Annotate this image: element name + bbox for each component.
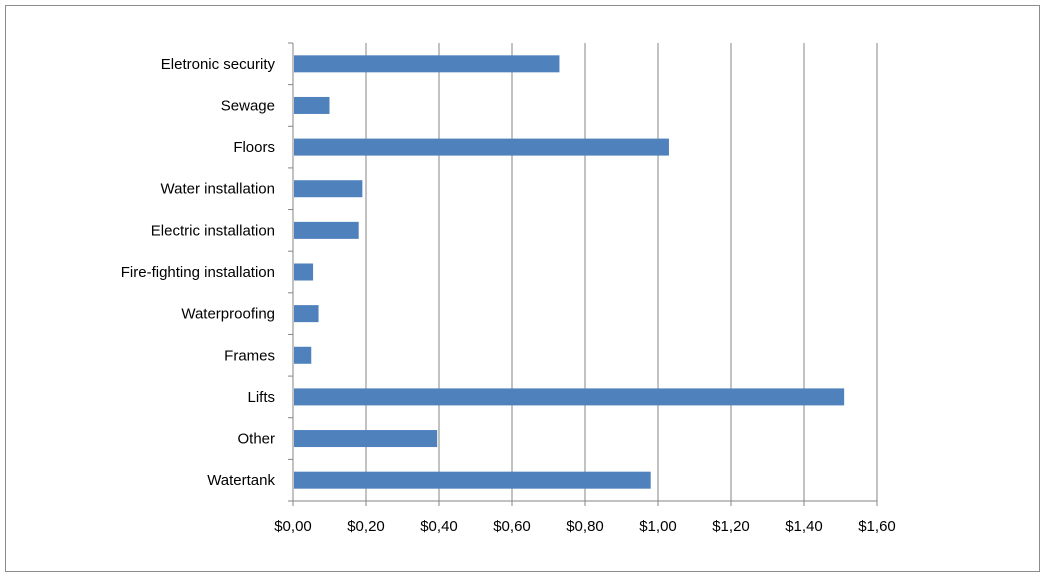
category-label: Watertank — [207, 472, 275, 489]
category-label: Eletronic security — [161, 56, 276, 73]
x-tick-label: $0,40 — [420, 518, 458, 535]
bar — [294, 305, 319, 323]
bar — [294, 55, 560, 73]
x-tick-label: $0,20 — [347, 518, 385, 535]
x-tick-label: $1,60 — [858, 518, 896, 535]
x-tick-label: $1,40 — [785, 518, 823, 535]
chart-area: Eletronic security Sewage Floors Water inst… — [5, 5, 1040, 572]
category-labels: Eletronic security Sewage Floors Water inst… — [121, 56, 276, 489]
x-tick-label: $0,80 — [566, 518, 604, 535]
x-tick-labels: $0,00 $0,20 $0,40 $0,60 $0,80 $1,00 $1,20 $1,40… — [274, 518, 896, 535]
bar — [294, 346, 312, 364]
bar — [294, 388, 845, 406]
bar — [294, 430, 438, 448]
bars — [294, 55, 845, 489]
bar — [294, 96, 330, 114]
category-label: Water installation — [161, 181, 276, 198]
x-tick-label: $0,60 — [493, 518, 531, 535]
category-label: Other — [237, 431, 275, 448]
bar — [294, 263, 314, 281]
bar-chart: Eletronic security Sewage Floors Water inst… — [121, 42, 896, 535]
category-label: Electric installation — [151, 222, 275, 239]
x-tick-label: $1,00 — [639, 518, 677, 535]
bar — [294, 221, 359, 239]
x-tick-label: $0,00 — [274, 518, 312, 535]
category-label: Floors — [233, 139, 275, 156]
category-label: Lifts — [247, 389, 275, 406]
category-label: Waterproofing — [181, 306, 275, 323]
bar — [294, 138, 669, 156]
bar — [294, 180, 363, 198]
x-tick-label: $1,20 — [712, 518, 750, 535]
axes — [288, 42, 878, 506]
bar — [294, 471, 651, 489]
category-label: Sewage — [221, 97, 275, 114]
gridlines — [365, 43, 878, 501]
category-label: Fire-fighting installation — [121, 264, 275, 281]
category-label: Frames — [224, 347, 275, 364]
